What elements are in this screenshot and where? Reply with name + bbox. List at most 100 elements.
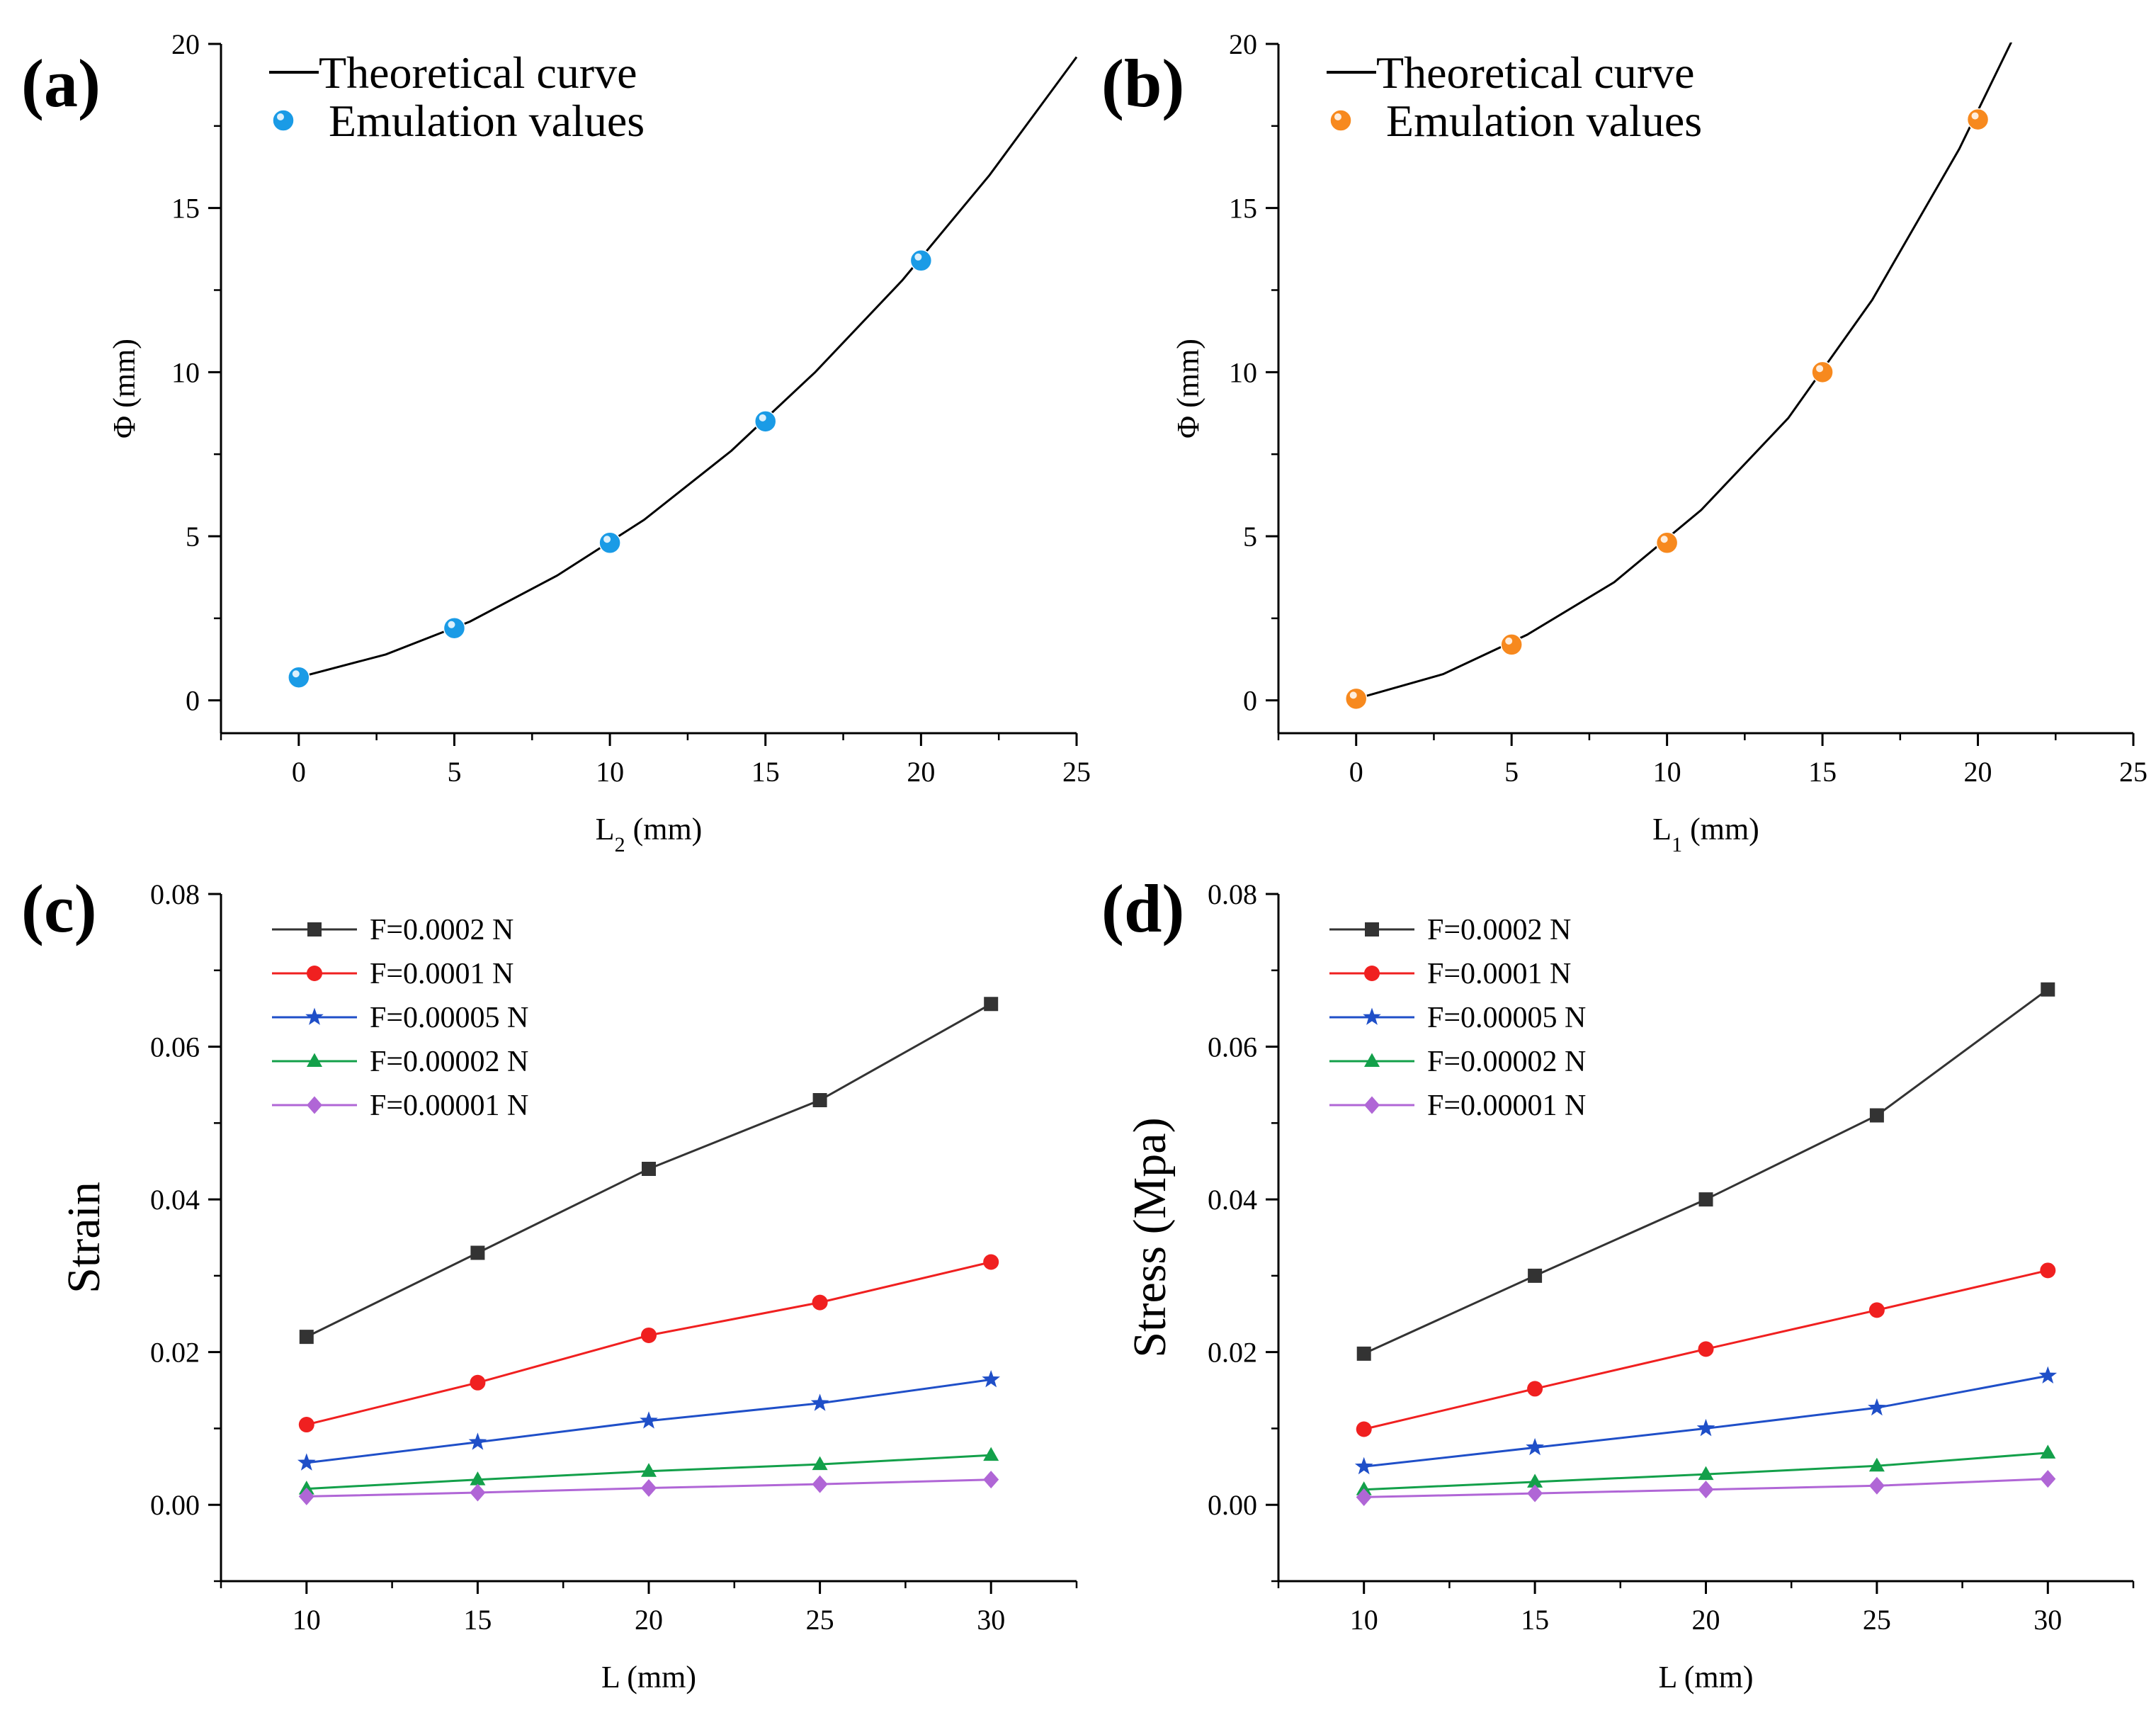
chart-a-legend-label-1: Emulation values — [329, 96, 645, 146]
chart-c-series-0-marker-4 — [984, 997, 999, 1012]
chart-c-x-tick-label: 30 — [977, 1604, 1005, 1636]
chart-b-legend-ball-swatch-highlight — [1334, 113, 1341, 120]
chart-b-series-1-point-2 — [1655, 531, 1679, 555]
chart-d: 10 15 20 25 30 0.00 0.02 0.04 0.06 0.08 L (mm) Stre… — [1124, 878, 2135, 1694]
chart-d-series-3-marker-1 — [1527, 1473, 1543, 1488]
chart-b-series-1-point-3-highlight — [1816, 365, 1824, 373]
chart-c-legend-swatch-marker-0 — [307, 922, 322, 937]
panel-label-a: (a) — [21, 45, 101, 121]
chart-d-series-3-marker-2 — [1698, 1466, 1714, 1481]
chart-a-y-tick-label: 20 — [171, 28, 200, 60]
chart-c-series-0-marker-0 — [299, 1330, 314, 1345]
chart-d-legend-swatch-marker-4 — [1364, 1096, 1380, 1114]
chart-b-series-1-point-1-highlight — [1505, 637, 1513, 645]
chart-d-series-1-marker-3 — [1868, 1302, 1885, 1318]
chart-c-legend-swatch-marker-2 — [305, 1007, 324, 1025]
chart-d-series-0-marker-1 — [1528, 1268, 1543, 1283]
chart-b-y-tick-label: 0 — [1243, 685, 1257, 717]
chart-c-series-1-marker-0 — [298, 1417, 314, 1433]
chart-a-y-axis-label: Φ (mm) — [107, 339, 142, 439]
chart-a-x-axis-label: L2 (mm) — [596, 812, 703, 856]
chart-d-y-tick-label: 0.00 — [1208, 1489, 1257, 1521]
chart-d-series-0-marker-0 — [1356, 1346, 1371, 1361]
chart-d-series-3-marker-3 — [1868, 1457, 1885, 1472]
chart-c-legend-label-0: F=0.0002 N — [370, 914, 514, 946]
chart-c-series-4-marker-1 — [470, 1483, 486, 1502]
chart-d-series-2-marker-3 — [1868, 1398, 1886, 1416]
chart-c-series-2-marker-0 — [297, 1453, 316, 1471]
chart-a-legend-label-0: Theoretical curve — [319, 47, 637, 98]
chart-c-series-1-marker-4 — [983, 1254, 999, 1270]
chart-a-x-axis-label-main: L — [596, 812, 615, 847]
chart-c-legend-swatch-marker-3 — [307, 1053, 322, 1067]
chart-c-series-4-marker-2 — [641, 1479, 657, 1498]
chart-d-legend-swatch-marker-1 — [1364, 966, 1380, 981]
chart-a-series-1-point-3 — [754, 410, 777, 433]
chart-c-x-tick-label: 25 — [806, 1604, 834, 1636]
chart-d-y-tick-label: 0.04 — [1208, 1184, 1257, 1216]
chart-c-x-axis-label: L (mm) — [601, 1660, 696, 1694]
chart-b-series-1-point-4 — [1966, 108, 1990, 131]
chart-b-y-axis-label: Φ (mm) — [1171, 339, 1205, 439]
chart-c-series-1-marker-3 — [812, 1294, 828, 1311]
chart-c-x-tick-label: 20 — [635, 1604, 663, 1636]
chart-c-y-tick-label: 0.06 — [150, 1031, 200, 1063]
chart-c-legend-label-1: F=0.0001 N — [370, 958, 514, 990]
chart-c-series-4-marker-3 — [812, 1475, 828, 1493]
chart-d-y-tick-label: 0.08 — [1208, 878, 1257, 910]
chart-a-x-tick-label: 15 — [751, 756, 780, 788]
chart-d-legend-swatch-marker-0 — [1365, 922, 1379, 937]
panel-label-b: (b) — [1101, 45, 1184, 121]
chart-c-legend-label-4: F=0.00001 N — [370, 1090, 528, 1122]
chart-d-x-tick-label: 30 — [2033, 1604, 2062, 1636]
chart-d-y-tick-label: 0.02 — [1208, 1337, 1257, 1369]
chart-a-series-1-point-3-highlight — [759, 414, 766, 421]
chart-d-series-1-marker-4 — [2040, 1262, 2056, 1279]
chart-d-legend-label-2: F=0.00005 N — [1427, 1002, 1586, 1034]
chart-b-series-1-point-4-highlight — [1971, 112, 1979, 120]
chart-a-series-1-point-4-body — [909, 249, 933, 272]
chart-d-x-tick-label: 25 — [1863, 1604, 1891, 1636]
chart-b-series-1-point-1 — [1500, 633, 1523, 656]
chart-a-legend-ball-swatch — [272, 109, 295, 132]
chart-d-series-2-marker-0 — [1354, 1456, 1373, 1475]
chart-d-x-tick-label: 10 — [1350, 1604, 1378, 1636]
chart-c-series-3-marker-3 — [812, 1456, 828, 1471]
chart-a-legend-ball-swatch-highlight — [277, 113, 284, 120]
chart-d-series-1-marker-2 — [1698, 1341, 1714, 1357]
chart-d-series-3-marker-4 — [2040, 1444, 2056, 1459]
chart-d-x-axis-label: L (mm) — [1659, 1660, 1754, 1694]
chart-d-legend-label-0: F=0.0002 N — [1427, 914, 1571, 946]
chart-c-y-axis-label: Strain — [58, 1182, 110, 1294]
chart-b-x-tick-label: 20 — [1964, 756, 1992, 788]
chart-b-series-1-point-2-body — [1655, 531, 1679, 555]
chart-b: 0 5 10 15 20 25 0 5 10 15 20 L1 (mm) Φ (mm) Theoretic… — [1171, 28, 2148, 856]
chart-d-legend-label-4: F=0.00001 N — [1427, 1090, 1586, 1122]
chart-a-series-1-point-3-body — [754, 410, 777, 433]
chart-a-series-1-point-1-highlight — [448, 621, 455, 628]
chart-b-series-1-point-1-body — [1500, 633, 1523, 656]
chart-b-series-1-point-3 — [1811, 361, 1834, 384]
chart-d-series-4-marker-3 — [1868, 1476, 1885, 1495]
chart-b-y-tick-label: 10 — [1229, 356, 1257, 388]
chart-d-series-4-marker-1 — [1527, 1484, 1543, 1503]
chart-b-y-tick-label: 20 — [1229, 28, 1257, 60]
chart-b-legend-label-0: Theoretical curve — [1376, 47, 1695, 98]
chart-c-y-tick-label: 0.00 — [150, 1489, 200, 1521]
chart-a-y-tick-label: 5 — [186, 521, 200, 553]
chart-d-series-3-marker-0 — [1356, 1481, 1372, 1495]
chart-c-y-tick-label: 0.08 — [150, 878, 200, 910]
chart-c-series-1-marker-2 — [641, 1327, 657, 1343]
chart-c-series-0-marker-1 — [470, 1245, 485, 1260]
chart-b-series-1-point-0 — [1344, 687, 1368, 711]
chart-b-series-0-line — [1356, 43, 2013, 700]
chart-a-series-1-point-2-body — [598, 531, 621, 555]
chart-d-legend-swatch-marker-3 — [1364, 1053, 1380, 1067]
chart-b-x-tick-label: 10 — [1653, 756, 1681, 788]
chart-a-x-tick-label: 25 — [1062, 756, 1091, 788]
chart-b-x-axis-label: L1 (mm) — [1652, 812, 1759, 856]
chart-a: 0 5 10 15 20 25 0 5 10 15 20 L2 (mm) Φ (mm) Theoretic… — [107, 28, 1091, 856]
chart-b-x-axis-label-main: L — [1652, 812, 1672, 847]
chart-c-series-2-marker-2 — [640, 1411, 658, 1429]
